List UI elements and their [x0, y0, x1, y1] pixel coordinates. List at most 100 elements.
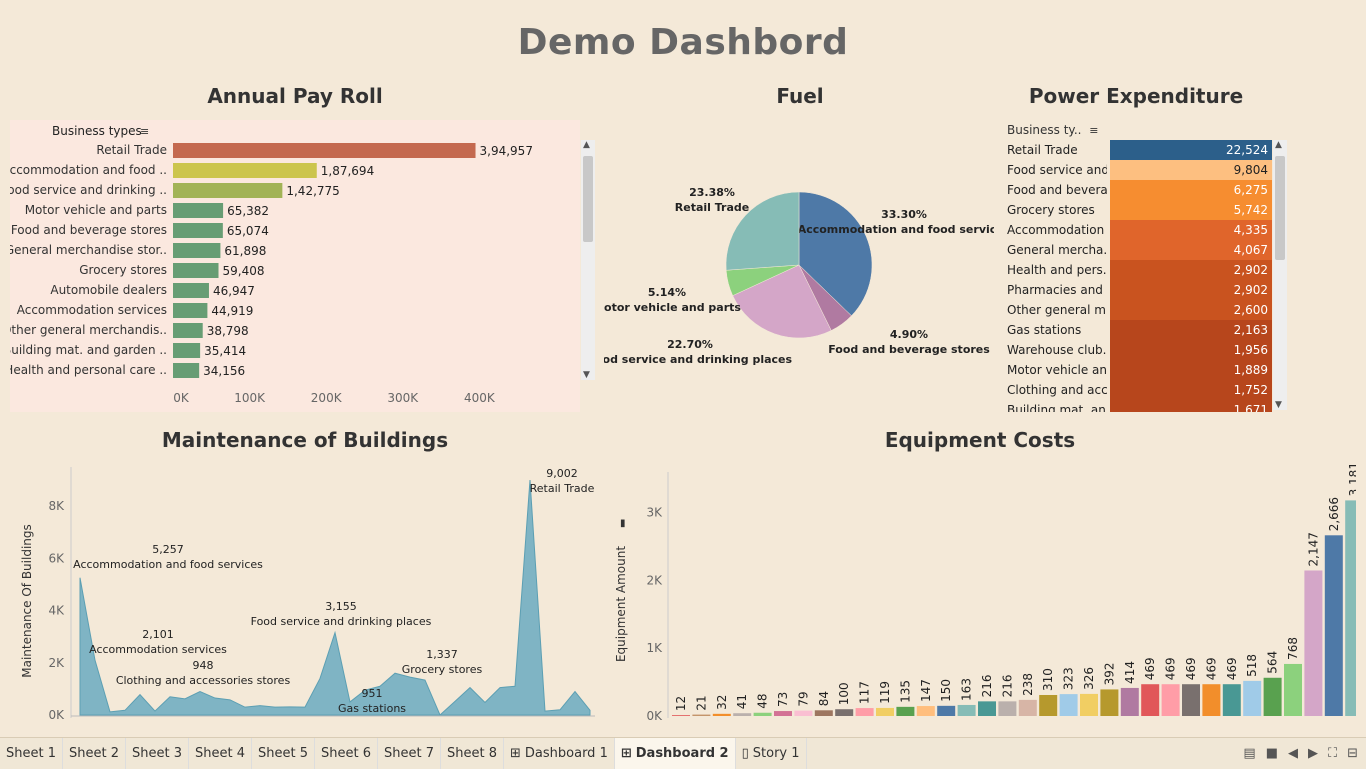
book-icon: ▯	[741, 746, 749, 761]
maintenance-y-tick: 0K	[48, 708, 65, 722]
maintenance-area-chart: Maintenance Of Buildings 0K 2K 4K 6K 8K 5,257 A…	[10, 462, 598, 726]
power-table-row: General mercha.. 4,067	[1001, 240, 1273, 260]
payroll-x-tick: 100K	[234, 391, 266, 405]
equipment-bar	[896, 706, 915, 716]
equipment-value-label: 135	[898, 680, 912, 703]
power-row-value: 4,335	[1110, 220, 1272, 240]
power-row-label: Other general m..	[1007, 303, 1107, 317]
equipment-bar	[672, 715, 690, 716]
tab-dashboard-2[interactable]: ⊞ Dashboard 2	[614, 738, 736, 769]
maintenance-y-tick: 8K	[48, 499, 65, 513]
tab-label: Sheet 2	[69, 746, 119, 761]
equipment-value-label: 216	[980, 674, 994, 697]
equipment-value-label: 469	[1204, 657, 1218, 680]
equipment-bar	[1059, 694, 1078, 716]
maintenance-annotation-value: 948	[193, 659, 214, 672]
power-table-row: Food service and.. 9,804	[1001, 160, 1273, 180]
equipment-value-label: 310	[1041, 668, 1055, 691]
power-row-value: 1,889	[1110, 360, 1272, 380]
payroll-value-label: 35,414	[204, 344, 246, 358]
payroll-scrollbar[interactable]: ▲ ▼	[581, 140, 595, 380]
power-row-value: 1,752	[1110, 380, 1272, 400]
power-table-row: Food and bevera.. 6,275	[1001, 180, 1273, 200]
power-row-label: Building mat. an..	[1007, 403, 1107, 412]
equipment-bar	[916, 706, 935, 716]
scroll-up-icon[interactable]: ▲	[1275, 140, 1282, 150]
grid-icon: ⊞	[620, 746, 632, 761]
payroll-bar	[173, 303, 208, 318]
tab-sheet-3[interactable]: Sheet 3	[126, 738, 189, 769]
power-table-row: Building mat. an.. 1,671	[1001, 400, 1273, 412]
payroll-value-label: 34,156	[203, 364, 245, 378]
fuel-slice-name: Retail Trade	[675, 201, 749, 214]
equipment-value-label: 564	[1266, 651, 1280, 674]
fuel-pie-chart: 33.30% Accommodation and food services 4.9…	[604, 120, 994, 412]
payroll-x-tick: 200K	[311, 391, 343, 405]
fuel-slice-percent: 33.30%	[881, 208, 927, 221]
equipment-value-label: 21	[694, 695, 708, 710]
sort-icon[interactable]: ≡	[1089, 124, 1099, 137]
payroll-value-label: 1,42,775	[286, 184, 339, 198]
fuel-slice-name: Accommodation and food services	[798, 223, 994, 236]
scroll-down-icon[interactable]: ▼	[1275, 400, 1282, 410]
fuel-pie-slice	[798, 191, 873, 317]
fuel-slice-name: Food and beverage stores	[828, 343, 990, 356]
fuel-pie-slice	[732, 264, 832, 339]
prev-sheet-icon[interactable]: ◀	[1287, 746, 1298, 761]
tabs-view-icon[interactable]: ■	[1265, 746, 1278, 761]
tab-sheet-5[interactable]: Sheet 5	[252, 738, 315, 769]
maintenance-annotation-name: Clothing and accessories stores	[116, 674, 291, 687]
equipment-bar	[794, 710, 813, 716]
scroll-up-icon[interactable]: ▲	[583, 140, 590, 150]
next-sheet-icon[interactable]: ▶	[1307, 746, 1318, 761]
power-row-label: Warehouse club..	[1007, 343, 1107, 357]
tab-label: Story 1	[752, 746, 800, 761]
equipment-value-label: 117	[858, 681, 872, 704]
payroll-category-label: General merchandise stor..	[10, 243, 167, 257]
maintenance-title: Maintenance of Buildings	[161, 428, 449, 452]
equipment-value-label: 238	[1021, 673, 1035, 696]
power-row-label: Food service and..	[1007, 163, 1107, 177]
tab-sheet-1[interactable]: Sheet 1	[0, 738, 63, 769]
fullscreen-icon[interactable]: ⛶	[1327, 746, 1338, 761]
power-row-value: 22,524	[1110, 140, 1272, 160]
maintenance-annotation-name: Retail Trade	[530, 482, 595, 495]
payroll-bar	[173, 243, 221, 258]
tab-dashboard-1[interactable]: ⊞ Dashboard 1	[504, 738, 615, 769]
tab-label: Sheet 5	[258, 746, 308, 761]
tab-sheet-7[interactable]: Sheet 7	[378, 738, 441, 769]
equipment-bar	[1080, 693, 1098, 716]
equipment-value-label: 326	[1082, 667, 1096, 690]
power-table-row: Gas stations 2,163	[1001, 320, 1273, 340]
tab-sheet-2[interactable]: Sheet 2	[63, 738, 126, 769]
equipment-y-tick: 0K	[646, 709, 663, 723]
equipment-value-label: 41	[735, 694, 749, 709]
equipment-bar	[1161, 684, 1180, 716]
tab-sheet-6[interactable]: Sheet 6	[315, 738, 378, 769]
power-row-label: Grocery stores	[1007, 203, 1095, 217]
payroll-x-tick: 0K	[173, 391, 190, 405]
tab-story-1[interactable]: ▯ Story 1	[736, 738, 807, 769]
scroll-down-icon[interactable]: ▼	[583, 370, 590, 380]
payroll-value-label: 38,798	[207, 324, 249, 338]
presentation-icon[interactable]: ⊟	[1347, 746, 1358, 761]
equipment-value-label: 768	[1286, 637, 1300, 660]
filmstrip-icon[interactable]: ▤	[1243, 746, 1256, 761]
equipment-bar	[1141, 684, 1160, 716]
tab-sheet-8[interactable]: Sheet 8	[441, 738, 504, 769]
power-scrollbar[interactable]: ▲ ▼	[1273, 140, 1287, 410]
equipment-y-tick: 1K	[646, 641, 663, 655]
maintenance-annotation-value: 3,155	[325, 600, 357, 613]
tab-sheet-4[interactable]: Sheet 4	[189, 738, 252, 769]
payroll-scroll-thumb[interactable]	[583, 156, 593, 242]
equipment-bar	[998, 701, 1017, 716]
maintenance-annotation-value: 5,257	[152, 543, 184, 556]
power-scroll-thumb[interactable]	[1275, 156, 1285, 260]
equipment-bar	[978, 701, 996, 716]
fuel-slice-percent: 23.38%	[689, 186, 735, 199]
maintenance-annotation-name: Gas stations	[338, 702, 406, 715]
equipment-value-label: 469	[1164, 657, 1178, 680]
power-table-row: Warehouse club.. 1,956	[1001, 340, 1273, 360]
tab-list: Sheet 1 Sheet 2 Sheet 3 Sheet 4 Sheet 5 Sheet…	[0, 738, 807, 769]
power-row-value: 9,804	[1110, 160, 1272, 180]
